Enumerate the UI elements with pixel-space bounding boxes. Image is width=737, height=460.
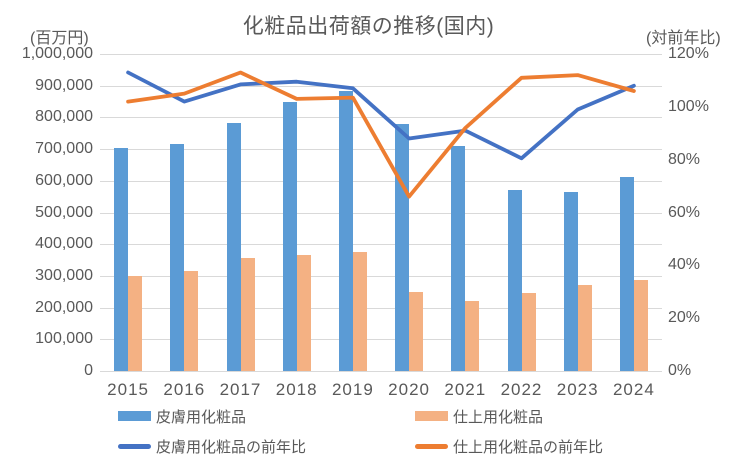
- x-axis-year-label: 2023: [556, 380, 599, 399]
- legend-label-skin-cosmetics-yoy: 皮膚用化粧品の前年比: [156, 438, 307, 456]
- bar-finishing-cosmetics-2024: [633, 280, 648, 371]
- left-axis-tick-label: 0: [84, 362, 93, 379]
- bar-skin-cosmetics-2022: [507, 189, 522, 371]
- bar-skin-cosmetics-2018: [282, 101, 297, 371]
- bar-finishing-cosmetics-2015: [128, 275, 143, 371]
- right-axis-tick-label: 40%: [668, 256, 701, 274]
- bar-skin-cosmetics-2024: [619, 177, 634, 371]
- x-axis-year-label: 2020: [388, 380, 430, 399]
- bar-finishing-cosmetics-2018: [296, 255, 311, 371]
- gridline: [100, 180, 662, 182]
- left-axis-tick-label: 400,000: [35, 235, 93, 253]
- left-axis-tick-label: 800,000: [35, 108, 93, 126]
- line-finishing-cosmetics-yoy: [126, 70, 636, 199]
- legend-item-finishing-cosmetics-yoy: 仕上用化粧品の前年比: [415, 438, 604, 456]
- left-axis-tick-label: 900,000: [35, 76, 93, 94]
- bar-skin-cosmetics-2016: [170, 143, 185, 371]
- gridline: [100, 244, 662, 246]
- legend-item-skin-cosmetics: 皮膚用化粧品: [118, 408, 247, 426]
- yoy-lines-layer: [126, 70, 636, 199]
- line-skin-cosmetics-yoy: [126, 70, 636, 161]
- x-axis-year-label: 2017: [219, 380, 262, 399]
- right-axis-tick-label: 0%: [668, 362, 692, 379]
- bar-skin-cosmetics-2015: [114, 147, 129, 371]
- gridline: [100, 85, 662, 87]
- plot-area: [100, 54, 662, 372]
- legend-label-skin-cosmetics: 皮膚用化粧品: [156, 408, 247, 426]
- bar-finishing-cosmetics-2016: [184, 271, 199, 371]
- left-axis-tick-label: 100,000: [35, 330, 93, 348]
- x-axis-year-label: 2016: [163, 380, 206, 399]
- left-axis-tick-label: 700,000: [35, 140, 93, 158]
- legend-marker-finishing-cosmetics-bar: [415, 411, 448, 421]
- legend-item-skin-cosmetics-yoy: 皮膚用化粧品の前年比: [118, 438, 307, 456]
- gridline: [100, 275, 662, 277]
- x-axis-year-label: 2024: [612, 380, 655, 399]
- bar-skin-cosmetics-2023: [563, 191, 578, 371]
- bar-finishing-cosmetics-2020: [409, 292, 424, 371]
- bar-finishing-cosmetics-2023: [577, 284, 592, 371]
- gridline: [100, 212, 662, 214]
- legend-marker-skin-cosmetics-yoy-line: [118, 443, 151, 449]
- legend-marker-skin-cosmetics-bar: [118, 411, 151, 421]
- bar-skin-cosmetics-2020: [395, 123, 410, 371]
- left-axis-tick-label: 600,000: [35, 171, 93, 189]
- gridline: [100, 371, 662, 372]
- gridline: [100, 54, 662, 55]
- x-axis-year-label: 2018: [275, 380, 318, 399]
- bar-skin-cosmetics-2021: [451, 145, 466, 371]
- legend-label-finishing-cosmetics: 仕上用化粧品: [453, 408, 544, 426]
- bar-skin-cosmetics-2019: [338, 90, 353, 371]
- legend-item-finishing-cosmetics: 仕上用化粧品: [415, 408, 544, 426]
- bar-skin-cosmetics-2017: [226, 123, 241, 371]
- legend-marker-finishing-cosmetics-yoy-line: [415, 443, 448, 449]
- right-axis-tick-label: 80%: [668, 150, 701, 168]
- left-axis-tick-label: 500,000: [35, 203, 93, 221]
- x-axis-year-label: 2021: [444, 380, 487, 399]
- right-axis-tick-label: 100%: [668, 97, 709, 115]
- left-axis-tick-label: 200,000: [35, 298, 93, 316]
- left-axis-tick-label: 300,000: [35, 266, 93, 284]
- gridline: [100, 339, 662, 341]
- right-axis-unit-label: (対前年比): [646, 30, 721, 47]
- right-axis-tick-label: 120%: [668, 45, 709, 62]
- gridline: [100, 117, 662, 119]
- chart-title: 化粧品出荷額の推移(国内): [242, 15, 495, 38]
- x-axis-year-label: 2019: [331, 380, 374, 399]
- right-axis-tick-label: 60%: [668, 203, 701, 221]
- bar-finishing-cosmetics-2019: [352, 252, 367, 371]
- gridline: [100, 307, 662, 309]
- legend-label-finishing-cosmetics-yoy: 仕上用化粧品の前年比: [453, 438, 604, 456]
- bar-finishing-cosmetics-2022: [521, 292, 536, 371]
- left-axis-unit-label: (百万円): [30, 30, 89, 47]
- bar-finishing-cosmetics-2017: [240, 258, 255, 371]
- x-axis-year-label: 2022: [500, 380, 543, 399]
- bar-finishing-cosmetics-2021: [465, 300, 480, 371]
- left-axis-tick-label: 1,000,000: [21, 45, 93, 62]
- right-axis-tick-label: 20%: [668, 309, 701, 327]
- x-axis-year-label: 2015: [107, 380, 149, 399]
